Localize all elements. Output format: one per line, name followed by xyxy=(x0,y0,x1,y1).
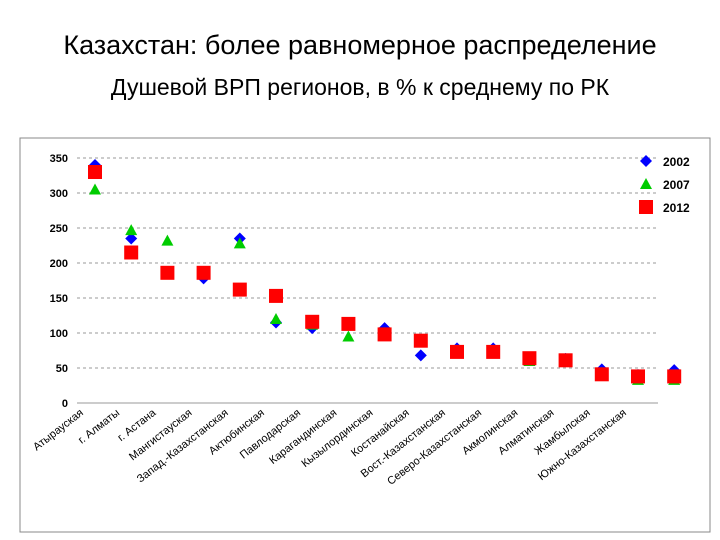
point-2012 xyxy=(413,333,428,348)
legend-label-2002: 2002 xyxy=(663,155,690,169)
point-2012 xyxy=(631,369,645,384)
point-2007 xyxy=(161,234,174,246)
y-tick-label: 100 xyxy=(50,328,68,340)
y-tick-label: 350 xyxy=(50,153,68,165)
point-2012 xyxy=(377,327,392,342)
legend-label-2012: 2012 xyxy=(663,201,690,215)
point-2007 xyxy=(270,313,282,324)
point-2012 xyxy=(160,265,175,280)
point-2002 xyxy=(125,232,138,245)
y-tick-label: 150 xyxy=(50,293,68,305)
point-2007 xyxy=(342,330,355,342)
y-tick-label: 200 xyxy=(50,258,68,270)
point-2012 xyxy=(341,316,356,331)
page-title: Казахстан: более равномерное распределен… xyxy=(63,30,657,60)
y-tick-label: 250 xyxy=(50,223,68,235)
point-2012 xyxy=(594,367,609,382)
legend-label-2007: 2007 xyxy=(663,178,690,192)
y-axis-ticks: 0 50 100 150 200 250 300 350 xyxy=(50,153,68,410)
point-2012 xyxy=(305,314,320,329)
point-2012 xyxy=(450,344,464,359)
grid-lines xyxy=(77,157,658,404)
legend: 2002 2007 2012 xyxy=(639,155,690,215)
point-2012 xyxy=(667,369,682,384)
point-2012 xyxy=(269,288,283,303)
y-tick-label: 0 xyxy=(62,398,68,410)
point-2012 xyxy=(124,245,139,260)
legend-marker-2002 xyxy=(640,155,652,167)
data-points xyxy=(88,159,682,385)
point-2007 xyxy=(125,224,138,236)
point-2012 xyxy=(88,165,102,179)
point-2012 xyxy=(522,351,537,366)
point-2012 xyxy=(232,282,247,297)
y-tick-label: 300 xyxy=(50,188,68,200)
point-2007 xyxy=(233,237,246,249)
point-2002 xyxy=(414,349,427,362)
y-tick-label: 50 xyxy=(56,363,68,375)
chart-frame xyxy=(19,137,711,533)
legend-marker-2007 xyxy=(640,178,652,189)
page-subtitle: Душевой ВРП регионов, в % к среднему по … xyxy=(110,74,610,100)
legend-marker-2012 xyxy=(639,200,653,214)
point-2007 xyxy=(89,183,101,195)
point-2012 xyxy=(486,344,501,359)
point-2012 xyxy=(558,353,573,368)
point-2012 xyxy=(196,265,211,280)
